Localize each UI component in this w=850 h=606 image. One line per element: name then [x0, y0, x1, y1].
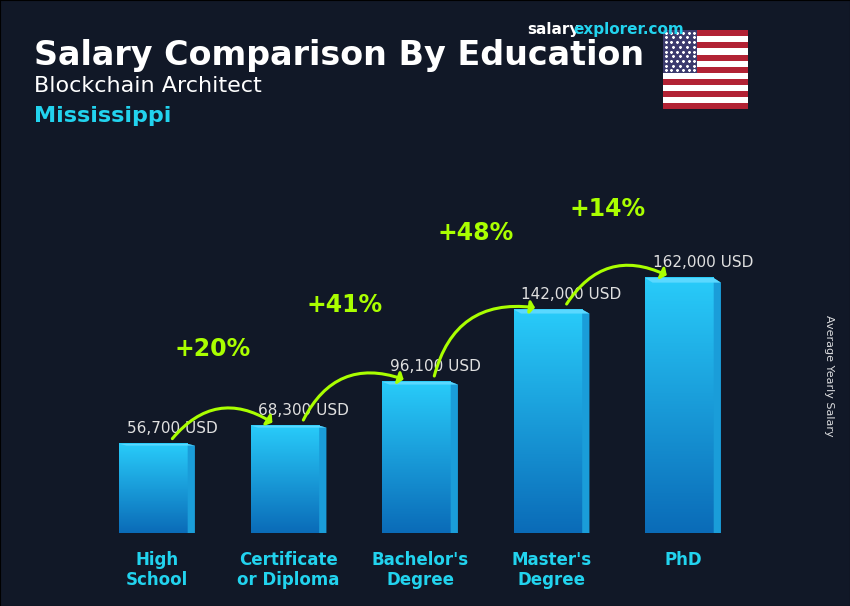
Polygon shape — [320, 425, 326, 533]
Text: salary: salary — [527, 22, 580, 38]
Text: Blockchain Architect: Blockchain Architect — [34, 76, 262, 96]
Bar — [663, 55, 748, 61]
Text: Master's
Degree: Master's Degree — [512, 551, 592, 590]
Polygon shape — [188, 444, 195, 533]
Bar — [663, 73, 748, 79]
Polygon shape — [714, 278, 721, 533]
Text: 142,000 USD: 142,000 USD — [521, 287, 621, 302]
Bar — [663, 30, 697, 73]
Text: Mississippi: Mississippi — [34, 106, 172, 126]
Polygon shape — [513, 310, 589, 313]
Polygon shape — [119, 444, 195, 445]
Text: Average Yearly Salary: Average Yearly Salary — [824, 315, 834, 436]
Text: PhD: PhD — [665, 551, 702, 568]
Bar — [663, 36, 748, 42]
Text: Certificate
or Diploma: Certificate or Diploma — [237, 551, 340, 590]
Text: +48%: +48% — [438, 221, 513, 245]
Text: 96,100 USD: 96,100 USD — [389, 359, 480, 374]
Polygon shape — [450, 382, 458, 533]
Bar — [663, 85, 748, 91]
FancyArrowPatch shape — [567, 265, 665, 304]
Polygon shape — [382, 382, 458, 385]
Polygon shape — [251, 425, 326, 428]
Bar — [663, 61, 748, 67]
Text: 56,700 USD: 56,700 USD — [127, 421, 218, 436]
Bar — [663, 103, 748, 109]
Text: +41%: +41% — [306, 293, 382, 318]
Bar — [663, 79, 748, 85]
Text: High
School: High School — [126, 551, 188, 590]
Text: Salary Comparison By Education: Salary Comparison By Education — [34, 39, 644, 72]
FancyArrowPatch shape — [173, 408, 271, 439]
FancyArrowPatch shape — [434, 302, 533, 376]
Text: Bachelor's
Degree: Bachelor's Degree — [371, 551, 468, 590]
Bar — [663, 91, 748, 97]
Text: explorer.com: explorer.com — [574, 22, 684, 38]
Polygon shape — [582, 310, 589, 533]
Bar — [663, 42, 748, 48]
Bar — [663, 30, 748, 36]
Text: +20%: +20% — [174, 337, 251, 361]
FancyArrowPatch shape — [303, 373, 402, 420]
Bar — [663, 67, 748, 73]
Polygon shape — [645, 278, 721, 282]
Text: 68,300 USD: 68,300 USD — [258, 403, 348, 418]
Bar — [663, 48, 748, 55]
Text: +14%: +14% — [570, 198, 645, 221]
Text: 162,000 USD: 162,000 USD — [653, 255, 753, 270]
Bar — [663, 97, 748, 103]
